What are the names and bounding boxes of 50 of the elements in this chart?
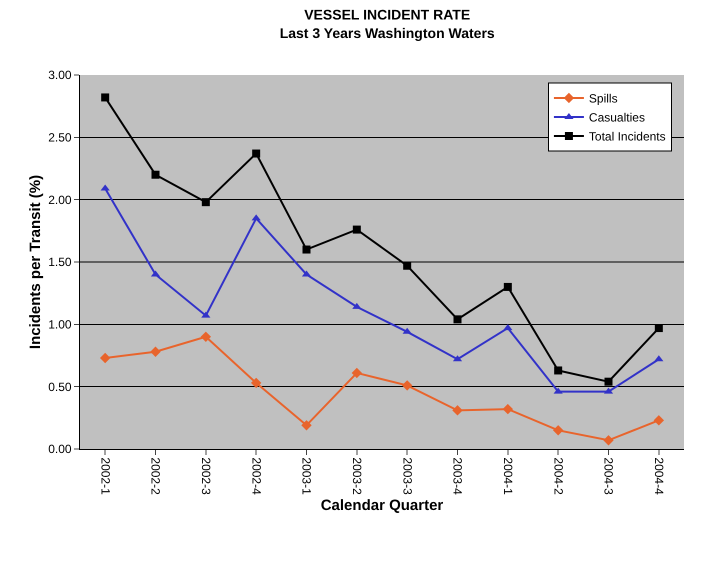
- y-tick-label: 2.00: [48, 192, 72, 207]
- point: [202, 198, 210, 206]
- x-tick-label: 2003-3: [400, 457, 414, 496]
- y-axis-title: Incidents per Transit (%): [27, 174, 44, 350]
- legend-label: Total Incidents: [588, 130, 666, 144]
- y-tick-label: 1.50: [48, 255, 72, 270]
- y-tick-label: 2.50: [48, 130, 72, 145]
- x-tick-label: 2002-2: [148, 457, 163, 496]
- point: [402, 380, 412, 391]
- point: [152, 170, 160, 179]
- point: [403, 262, 412, 270]
- point: [302, 246, 310, 254]
- x-tick-label: 2004-4: [652, 457, 666, 496]
- x-tick-label: 2003-4: [450, 457, 465, 496]
- point: [100, 352, 110, 364]
- x-axis-title: Calendar Quarter: [320, 497, 444, 514]
- chart-subtitle: Last 3 Years Washington Waters: [280, 24, 495, 41]
- y-tick-label: 1.00: [48, 318, 72, 332]
- y-tick-label: 0.50: [48, 380, 72, 394]
- point: [352, 226, 361, 234]
- point: [250, 378, 262, 388]
- x-tick-label: 2002-4: [249, 457, 264, 496]
- x-tick-label: 2004-3: [602, 457, 616, 496]
- y-tick-label: 0.00: [48, 442, 72, 456]
- x-tick-label: 2004-1: [500, 457, 515, 496]
- point: [502, 404, 514, 414]
- point: [454, 315, 462, 324]
- x-tick-label: 2002-3: [198, 457, 213, 496]
- point: [504, 282, 512, 291]
- point: [301, 420, 312, 431]
- point: [603, 435, 614, 446]
- point: [554, 366, 562, 374]
- point: [604, 378, 612, 386]
- point: [654, 415, 664, 426]
- point: [101, 93, 110, 102]
- point: [552, 425, 564, 436]
- y-tick-label: 3.00: [48, 68, 72, 82]
- x-tick-label: 2004-2: [551, 457, 566, 496]
- point: [654, 324, 663, 332]
- point: [252, 150, 260, 158]
- point: [150, 346, 161, 357]
- point: [200, 332, 212, 342]
- legend-label: Spills: [588, 92, 618, 106]
- x-tick-label: 2002-1: [98, 457, 112, 496]
- x-tick-label: 2003-2: [350, 457, 364, 496]
- point: [352, 368, 362, 378]
- x-tick-label: 2003-1: [300, 457, 314, 496]
- point: [452, 405, 463, 416]
- chart-title: VESSEL INCIDENT RATE: [304, 6, 470, 23]
- legend-label: Casualties: [588, 110, 645, 125]
